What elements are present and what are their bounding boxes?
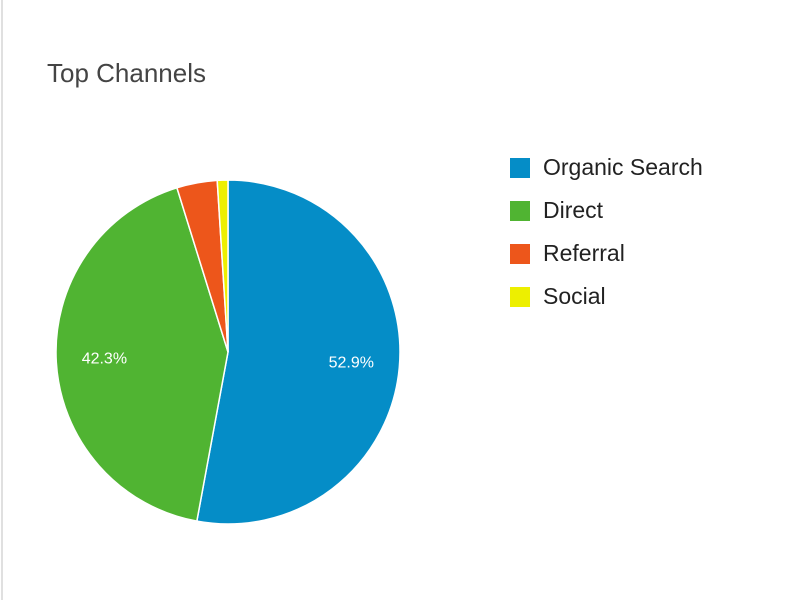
legend-swatch (510, 287, 530, 307)
pie-slice (195, 179, 401, 525)
legend-label: Social (543, 283, 606, 309)
legend-label: Organic Search (543, 154, 703, 180)
pie-slice (55, 186, 229, 523)
pie-slice (216, 179, 229, 353)
data-label: 42.3% (82, 351, 127, 368)
legend-label: Direct (543, 197, 604, 223)
legend-label: Referral (543, 240, 625, 266)
legend-swatch (510, 201, 530, 221)
legend-swatch (510, 244, 530, 264)
legend-swatch (510, 158, 530, 178)
chart-title: Top Channels (47, 58, 206, 88)
data-label: 52.9% (329, 354, 374, 371)
